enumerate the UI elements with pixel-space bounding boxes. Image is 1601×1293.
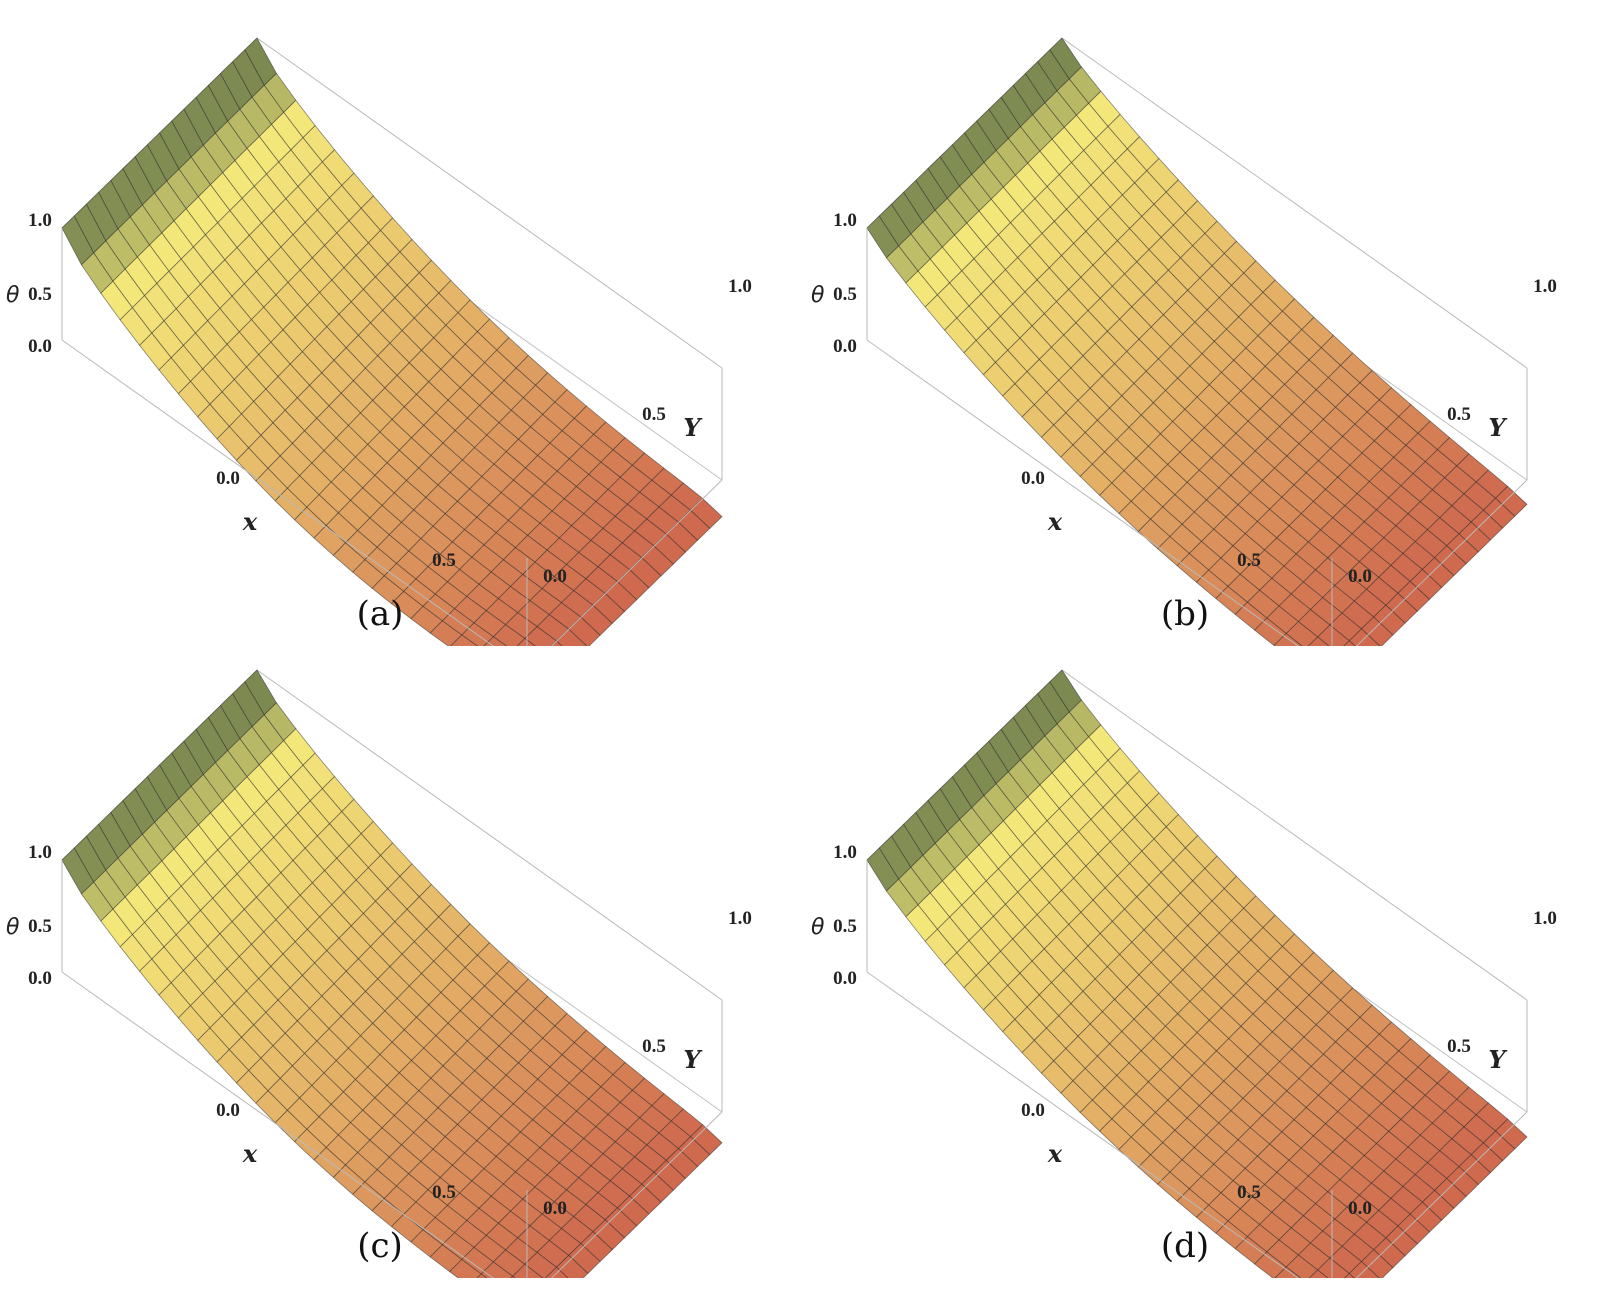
x-tick-label: 0.5 [1237,550,1261,571]
y-tick-label: 1.0 [728,908,752,929]
x-tick-label: 0.5 [432,550,456,571]
surface-patch [866,847,900,892]
panel-caption: (b) [1161,594,1209,634]
box-edge-back [1061,37,1528,369]
x-tick-label: 0.0 [216,468,240,489]
x-axis-label: x [1047,507,1063,536]
z-axis-label: θ [6,283,20,308]
x-tick-label: 0.5 [1237,1182,1261,1203]
surface-mesh [866,669,1528,1278]
x-tick-label: 0.5 [432,1182,456,1203]
z-axis-label: θ [6,915,20,940]
z-tick-label: 0.0 [28,336,52,357]
y-tick-label: 1.0 [728,276,752,297]
surface-patch [61,847,95,895]
x-axis-label: x [242,507,258,536]
panel-caption: (a) [357,594,404,634]
surface-svg: 0.00.51.0θ0.00.5x0.00.51.0Y(b) [811,37,1557,646]
z-tick-label: 0.5 [28,916,52,937]
z-tick-label: 1.0 [833,210,857,231]
y-tick-label: 0.0 [1348,566,1372,587]
surface-plot-d: 0.0 0.5 1.0 θ 0.0 0.5 x 0.0 0.5 1.0 Y (d) [805,632,1601,1278]
x-axis-label: x [242,1139,258,1168]
z-axis-label: θ [811,283,825,308]
box-edge-front [61,339,495,646]
y-tick-label: 0.0 [543,566,567,587]
x-tick-label: 0.0 [1021,1100,1045,1121]
z-tick-label: 1.0 [833,842,857,863]
y-tick-label: 0.5 [642,404,666,425]
y-axis-label: Y [683,413,703,442]
y-axis-label: Y [683,1045,703,1074]
surface-svg: 0.00.51.0θ0.00.5x0.00.51.0Y(c) [6,669,752,1278]
surface-patch [61,215,95,266]
box-edge-front [550,1111,723,1278]
y-tick-label: 1.0 [1533,908,1557,929]
y-tick-label: 1.0 [1533,276,1557,297]
box-edge-front [866,971,1300,1278]
z-axis-label: θ [811,915,825,940]
panel-caption: (c) [357,1226,403,1266]
z-tick-label: 0.0 [28,968,52,989]
box-edge-front [1355,479,1528,646]
surface-svg: 0.00.51.0θ0.00.5x0.00.51.0Y(a) [6,37,752,646]
z-tick-label: 0.5 [28,284,52,305]
box-edge-front [866,339,1300,646]
z-tick-label: 0.0 [833,968,857,989]
surface-plot-c: 0.0 0.5 1.0 θ 0.0 0.5 x 0.0 0.5 1.0 Y (c) [0,632,800,1278]
surface-patch [866,215,900,259]
y-tick-label: 0.5 [642,1036,666,1057]
x-tick-label: 0.0 [1021,468,1045,489]
y-axis-label: Y [1488,1045,1508,1074]
y-axis-label: Y [1488,413,1508,442]
box-edge-back [256,37,723,369]
x-axis-label: x [1047,1139,1063,1168]
y-tick-label: 0.0 [1348,1198,1372,1219]
z-tick-label: 0.5 [833,916,857,937]
surface-plot-a: 0.0 0.5 1.0 θ 0.0 0.5 x 0.0 0.5 1.0 Y (a) [0,0,800,646]
y-tick-label: 0.5 [1447,1036,1471,1057]
box-edge-front [61,971,495,1278]
surface-mesh [61,37,723,646]
z-tick-label: 1.0 [28,210,52,231]
z-tick-label: 1.0 [28,842,52,863]
x-tick-label: 0.0 [216,1100,240,1121]
box-edge-back [1061,669,1528,1001]
y-tick-label: 0.5 [1447,404,1471,425]
panel-caption: (d) [1161,1226,1209,1266]
y-tick-label: 0.0 [543,1198,567,1219]
surface-patch [510,1275,516,1278]
box-edge-front [550,479,723,646]
z-tick-label: 0.0 [833,336,857,357]
surface-plot-b: 0.0 0.5 1.0 θ 0.0 0.5 x 0.0 0.5 1.0 Y (b) [805,0,1601,646]
surface-mesh [61,669,723,1278]
z-tick-label: 0.5 [833,284,857,305]
surface-svg: 0.00.51.0θ0.00.5x0.00.51.0Y(d) [811,669,1557,1278]
box-edge-back [256,669,723,1001]
surface-mesh [866,37,1528,646]
box-edge-front [1355,1111,1528,1278]
